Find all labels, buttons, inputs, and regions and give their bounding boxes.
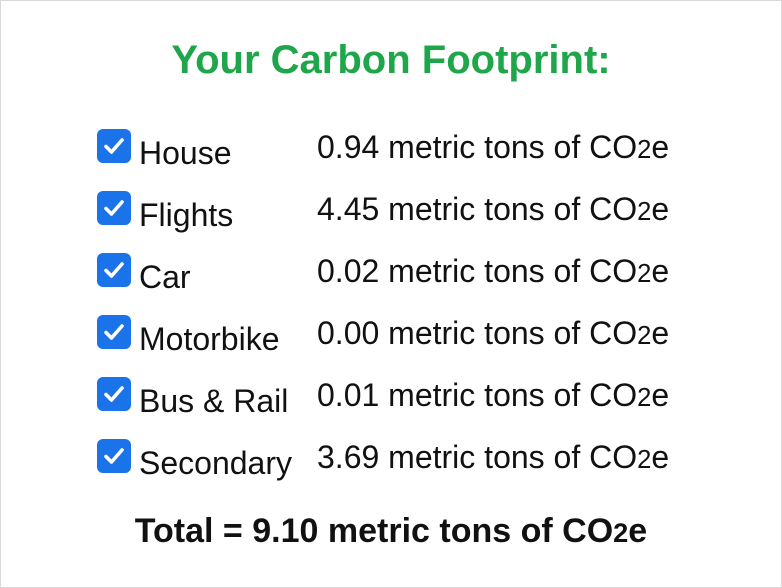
category-value: 0.02 metric tons of CO2e [317,251,669,294]
checkmark-icon [104,448,124,464]
secondary-checkbox[interactable] [97,439,131,473]
car-checkbox[interactable] [97,253,131,287]
value-number: 0.00 [317,315,380,351]
value-unit: metric tons of CO [388,439,638,475]
footprint-row-flights: Flights 4.45 metric tons of CO2e [97,185,737,247]
checkmark-icon [104,138,124,154]
value-number: 4.45 [317,191,380,227]
footprint-row-bus-rail: Bus & Rail 0.01 metric tons of CO2e [97,371,737,433]
footprint-list: House 0.94 metric tons of CO2e Flights 4… [97,123,737,495]
category-value: 0.00 metric tons of CO2e [317,313,669,356]
total-prefix: Total = [134,512,253,550]
checkmark-icon [104,386,124,402]
checkmark-icon [104,262,124,278]
checkmark-icon [104,200,124,216]
unit-suffix: e [651,439,670,475]
unit-suffix: e [651,129,670,165]
page-title: Your Carbon Footprint: [171,38,611,82]
total-unit-subscript: 2 [613,517,629,548]
value-unit: metric tons of CO [388,129,638,165]
unit-suffix: e [651,315,670,351]
value-unit: metric tons of CO [388,191,638,227]
category-value: 0.94 metric tons of CO2e [317,127,669,170]
value-unit: metric tons of CO [388,315,638,351]
value-number: 0.94 [317,129,380,165]
unit-subscript: 2 [637,384,652,412]
unit-suffix: e [651,377,670,413]
value-number: 0.01 [317,377,380,413]
motorbike-checkbox[interactable] [97,315,131,349]
category-label: Flights [139,197,234,233]
unit-subscript: 2 [637,260,652,288]
category-label: Car [139,259,191,295]
category-value: 0.01 metric tons of CO2e [317,375,669,418]
total-footprint: Total = 9.10 metric tons of CO2e [1,509,781,555]
category-label: Secondary [139,445,292,481]
flights-checkbox[interactable] [97,191,131,225]
total-unit-suffix: e [628,512,648,550]
category-label: Motorbike [139,321,280,357]
unit-subscript: 2 [637,136,652,164]
category-label: Bus & Rail [139,383,289,419]
bus-rail-checkbox[interactable] [97,377,131,411]
value-unit: metric tons of CO [388,253,638,289]
unit-subscript: 2 [637,198,652,226]
checkmark-icon [104,324,124,340]
value-unit: metric tons of CO [388,377,638,413]
footprint-row-motorbike: Motorbike 0.00 metric tons of CO2e [97,309,737,371]
unit-subscript: 2 [637,446,652,474]
total-unit: metric tons of CO [327,512,614,550]
value-number: 3.69 [317,439,380,475]
unit-subscript: 2 [637,322,652,350]
footprint-row-secondary: Secondary 3.69 metric tons of CO2e [97,433,737,495]
unit-suffix: e [651,191,670,227]
footprint-row-house: House 0.94 metric tons of CO2e [97,123,737,185]
footprint-row-car: Car 0.02 metric tons of CO2e [97,247,737,309]
total-value: 9.10 [252,512,319,550]
house-checkbox[interactable] [97,129,131,163]
unit-suffix: e [651,253,670,289]
category-label: House [139,135,232,171]
category-value: 4.45 metric tons of CO2e [317,189,669,232]
value-number: 0.02 [317,253,380,289]
category-value: 3.69 metric tons of CO2e [317,437,669,480]
